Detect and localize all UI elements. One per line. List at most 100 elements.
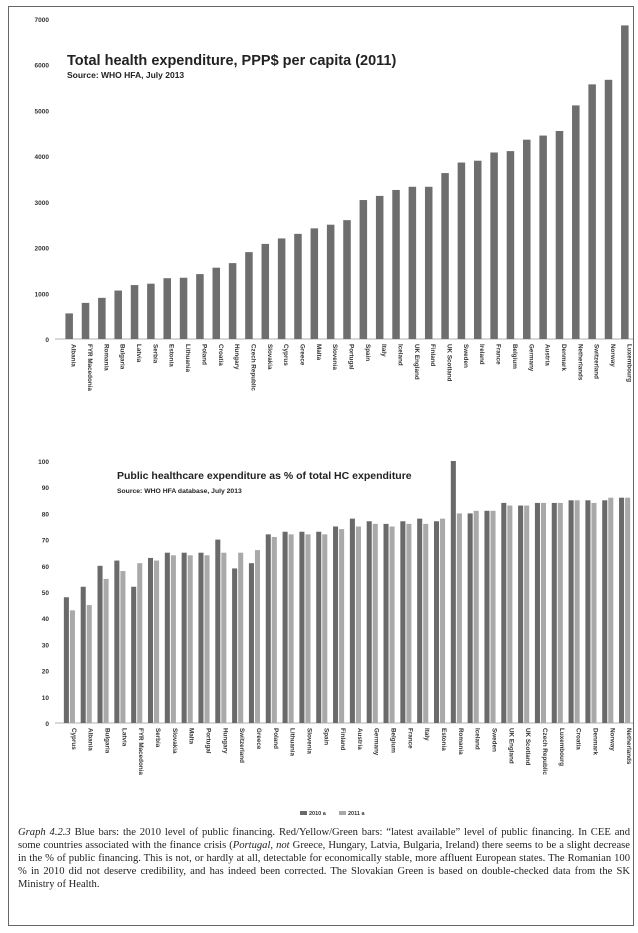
bar <box>572 105 580 340</box>
bar-series-2011 <box>355 526 361 723</box>
bar-series-2010 <box>349 518 355 723</box>
x-tick-label: Czech Republic <box>249 344 256 391</box>
bar-series-2011 <box>103 578 109 723</box>
bar-series-2010 <box>551 502 557 723</box>
chart-title: Total health expenditure, PPP$ per capit… <box>67 53 396 69</box>
bar-series-2011 <box>406 523 412 723</box>
x-tick-label: Poland <box>200 344 207 365</box>
bar-series-2011 <box>238 552 244 723</box>
bar <box>539 135 547 339</box>
bar-series-2010 <box>619 497 625 723</box>
x-tick-label: Sweden <box>491 728 498 752</box>
legend-swatch-2010 <box>300 811 307 815</box>
bar-series-2010 <box>518 505 524 723</box>
x-tick-label: Malta <box>315 344 322 361</box>
y-tick-label: 100 <box>38 459 49 466</box>
x-tick-label: Romania <box>102 344 109 371</box>
bar <box>408 186 417 339</box>
bar-series-2010 <box>299 531 305 723</box>
y-tick-label: 50 <box>42 590 50 597</box>
bar <box>81 302 90 339</box>
x-tick-label: Italy <box>423 728 430 741</box>
bar-series-2011 <box>322 534 328 723</box>
bar-series-2011 <box>305 534 311 723</box>
x-tick-label: Serbia <box>154 728 161 748</box>
bar-series-2010 <box>568 500 574 723</box>
bar-series-2011 <box>372 523 378 723</box>
y-tick-label: 20 <box>42 669 50 676</box>
x-tick-label: FYR Macedonia <box>86 344 93 391</box>
x-tick-label: Slovakia <box>266 344 273 370</box>
x-tick-label: Ireland <box>478 344 485 365</box>
bar <box>621 25 629 340</box>
y-tick-label: 90 <box>42 485 50 492</box>
x-tick-label: Albania <box>70 344 77 367</box>
x-tick-label: Bulgaria <box>119 344 126 370</box>
bar-series-2010 <box>534 502 540 723</box>
x-tick-label: Iceland <box>474 728 481 750</box>
bar-series-2011 <box>204 555 210 723</box>
x-tick-label: Spain <box>364 344 371 361</box>
bar <box>114 290 122 339</box>
bar-series-2010 <box>484 510 490 723</box>
x-tick-label: Slovenia <box>305 728 312 754</box>
x-tick-label: Romania <box>457 728 464 755</box>
y-tick-label: 60 <box>42 564 50 571</box>
bar-series-2010 <box>80 586 86 723</box>
bar <box>294 233 302 339</box>
bar <box>523 139 531 339</box>
bar-series-2011 <box>540 502 547 723</box>
bar-series-2010 <box>602 500 608 723</box>
bar-series-2010 <box>114 560 120 723</box>
x-tick-label: Germany <box>527 344 534 372</box>
bar-series-2011 <box>490 510 496 723</box>
x-tick-label: Belgium <box>511 344 518 369</box>
x-tick-label: Portugal <box>205 728 212 754</box>
bar-series-2011 <box>154 560 160 723</box>
bar-series-2011 <box>170 555 176 723</box>
bar <box>310 228 319 339</box>
bar <box>163 278 171 339</box>
bar-series-2010 <box>383 523 389 723</box>
figure-caption: Graph 4.2.3 Blue bars: the 2010 level of… <box>18 826 630 891</box>
bar <box>98 297 106 339</box>
x-tick-label: Germany <box>373 728 380 756</box>
bar-series-2010 <box>501 502 507 723</box>
bar-series-2010 <box>333 526 339 723</box>
x-tick-label: UK England <box>507 728 514 764</box>
y-tick-label: 0 <box>45 337 49 344</box>
bar-series-2010 <box>265 534 271 723</box>
x-tick-label: Austria <box>356 728 363 750</box>
bar-series-2011 <box>137 563 143 723</box>
bar <box>147 283 155 339</box>
x-tick-label: Italy <box>380 344 387 357</box>
bar-series-2010 <box>63 597 69 723</box>
x-tick-label: Norway <box>608 728 615 751</box>
chart-total-health-expenditure: 0 1000 2000 3000 4000 5000 6000 7000 Total healt… <box>35 17 633 391</box>
bar <box>441 173 449 339</box>
x-tick-label: Luxembourg <box>558 728 565 766</box>
bar <box>343 220 351 339</box>
x-tick-label: Austria <box>544 344 551 366</box>
x-tick-label: Czech Republic <box>541 728 548 775</box>
x-tick-label: Denmark <box>560 344 567 371</box>
x-tick-label: Croatia <box>575 728 582 750</box>
x-tick-label: Greece <box>298 344 305 366</box>
bar-series-2011 <box>574 500 580 723</box>
bar-series-2010 <box>181 552 187 723</box>
bar <box>277 238 286 339</box>
y-tick-label: 10 <box>42 695 50 702</box>
bar-series-2011 <box>507 505 513 723</box>
bar <box>179 277 188 339</box>
bar-series-2010 <box>585 500 591 723</box>
legend-swatch-2011 <box>339 811 346 815</box>
bar-series-2010 <box>433 521 440 723</box>
bar <box>326 224 335 339</box>
x-tick-label: France <box>495 344 502 365</box>
bar-series-2010 <box>131 586 137 723</box>
figure-frame: 0 1000 2000 3000 4000 5000 6000 7000 Total healt… <box>8 6 634 926</box>
bar-series-2011 <box>69 610 75 723</box>
x-tick-label: UK Scotland <box>524 728 531 766</box>
bar-series-2011 <box>389 526 395 723</box>
x-tick-label: UK England <box>413 344 420 380</box>
